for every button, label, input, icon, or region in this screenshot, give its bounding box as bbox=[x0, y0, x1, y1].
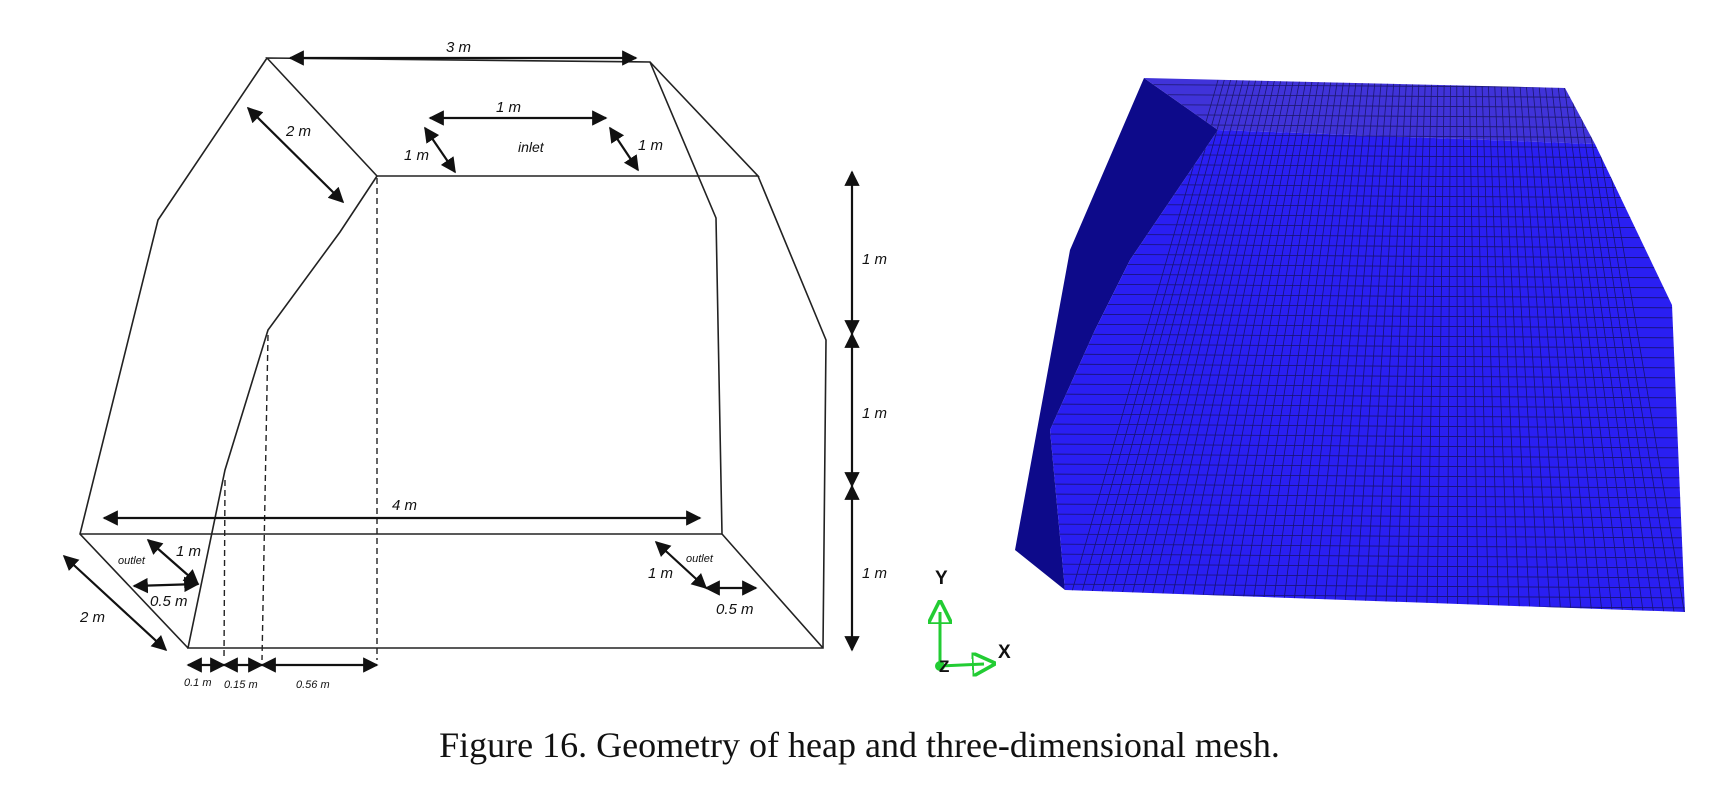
label-top-width: 3 m bbox=[446, 39, 471, 56]
label-outlet-right-depth: 1 m bbox=[648, 565, 673, 582]
heap-geometry-drawing bbox=[79, 57, 827, 661]
hidden-lines bbox=[223, 178, 378, 661]
heap-left-outline bbox=[79, 57, 268, 649]
axis-origin bbox=[935, 661, 945, 671]
x-axis-label: X bbox=[998, 642, 1011, 663]
label-inlet-right-depth: 1 m bbox=[638, 137, 663, 154]
label-offset-2: 0.15 m bbox=[224, 679, 258, 691]
label-inlet: inlet bbox=[518, 139, 545, 155]
dimension-labels: 3 m 2 m 1 m 1 m inlet 1 m 1 m 1 m 1 m 4 … bbox=[79, 39, 887, 691]
dimension-arrows bbox=[62, 50, 860, 673]
label-top-depth: 2 m bbox=[285, 123, 311, 140]
mesh-render bbox=[1015, 78, 1685, 612]
x-axis-line bbox=[939, 664, 984, 666]
label-outlet-left-depth: 1 m bbox=[176, 543, 201, 560]
label-inlet-width: 1 m bbox=[496, 99, 521, 116]
heap-right-inner-edge bbox=[649, 61, 824, 649]
mesh-grid bbox=[1050, 79, 1685, 612]
mesh-left-side-face bbox=[1015, 78, 1218, 590]
label-outlet-right: outlet bbox=[686, 553, 714, 565]
z-axis-label: Z bbox=[939, 657, 949, 676]
label-inlet-left-depth: 1 m bbox=[404, 147, 429, 164]
label-offset-1: 0.1 m bbox=[184, 677, 212, 689]
label-height-lower: 1 m bbox=[862, 565, 887, 582]
figure-caption: Figure 16. Geometry of heap and three-di… bbox=[439, 725, 1280, 765]
label-base-width: 4 m bbox=[392, 497, 417, 514]
axis-triad: Y X Z bbox=[935, 568, 1011, 676]
label-outlet-left-width: 0.5 m bbox=[150, 593, 188, 610]
label-height-middle: 1 m bbox=[862, 405, 887, 422]
label-base-depth: 2 m bbox=[79, 609, 105, 626]
figure: 3 m 2 m 1 m 1 m inlet 1 m 1 m 1 m 1 m 4 … bbox=[62, 39, 1685, 691]
y-axis-label: Y bbox=[935, 568, 948, 589]
label-outlet-left: outlet bbox=[118, 555, 146, 567]
label-height-upper: 1 m bbox=[862, 251, 887, 268]
label-outlet-right-width: 0.5 m bbox=[716, 601, 754, 618]
heap-front-outline bbox=[187, 175, 827, 649]
mesh-front-face bbox=[1050, 130, 1685, 612]
label-offset-3: 0.56 m bbox=[296, 679, 330, 691]
